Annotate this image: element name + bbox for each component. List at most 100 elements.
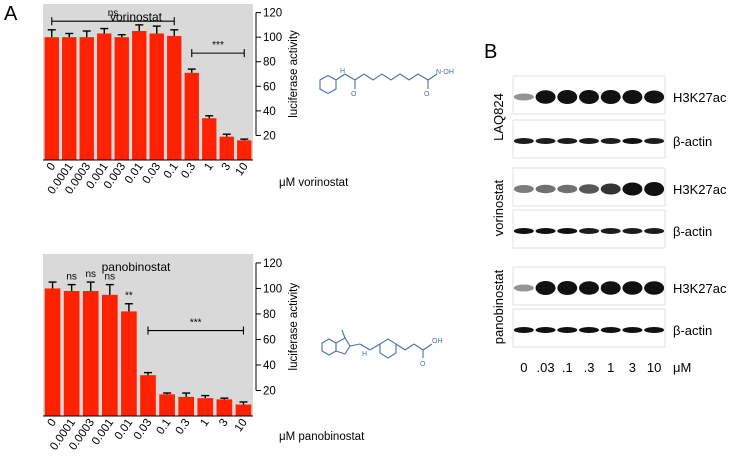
blot-band <box>644 182 665 196</box>
blot-row-label: β-actin <box>673 134 712 149</box>
bar <box>178 396 195 416</box>
blot-band <box>644 228 665 234</box>
blot-band <box>622 138 643 144</box>
x-axis-label: μM vorinostat <box>279 177 349 189</box>
y-tick-label: 20 <box>263 130 276 142</box>
significance-label: ** <box>125 291 133 302</box>
blot-band <box>557 138 578 144</box>
x-tick-label: 0.1 <box>162 161 181 181</box>
y-tick-label: 100 <box>263 283 282 295</box>
blot-band <box>600 327 621 333</box>
bar <box>62 37 77 160</box>
blot-band <box>535 90 556 104</box>
blot-band <box>622 281 643 295</box>
blot-lane-label: .3 <box>584 360 595 375</box>
panobinostat-o-label: O <box>420 361 426 368</box>
blot-band <box>557 281 578 295</box>
bar <box>132 31 147 161</box>
panobinostat-structure <box>321 329 433 359</box>
y-tick-label: 60 <box>263 334 276 346</box>
bar <box>44 288 61 416</box>
blot-band <box>557 184 578 194</box>
blot-band <box>579 281 599 295</box>
x-tick-label: 0.1 <box>155 417 174 437</box>
x-tick-label: 3 <box>217 417 231 429</box>
y-tick-label: 80 <box>263 309 276 321</box>
y-tick-label: 40 <box>263 106 276 118</box>
chart-title: panobinostat <box>102 260 171 274</box>
x-tick-label: 0 <box>45 161 59 173</box>
blot-row-label: β-actin <box>673 323 712 338</box>
y-axis-label: luciferase activity <box>288 283 300 371</box>
blot-band <box>535 184 556 194</box>
blot-row-label: β-actin <box>673 224 712 239</box>
x-tick-label: 0.01 <box>113 417 136 442</box>
blot-lane-label: 0 <box>520 360 527 375</box>
blot-lane-label: .1 <box>562 360 573 375</box>
x-tick-label: 3 <box>220 161 234 173</box>
blot-band <box>513 228 534 234</box>
y-tick-label: 60 <box>263 81 276 93</box>
blot-group-label: LAQ824 <box>491 93 506 141</box>
blot-lane-label: 3 <box>629 360 636 375</box>
vorinostat-hydroxamate-label: N-OH <box>436 69 454 76</box>
blot-band <box>579 184 599 194</box>
bar <box>101 294 118 416</box>
blot-band <box>600 138 621 144</box>
bar <box>114 37 129 160</box>
blot-band <box>535 228 556 234</box>
plot-background <box>43 4 253 160</box>
bar <box>184 72 199 160</box>
blot-band <box>557 228 578 234</box>
blot-band <box>644 138 665 144</box>
western-blot-panel: H3K27ac β-actin LAQ824 H3K27ac β-actin vorino… <box>491 75 727 375</box>
bar <box>219 136 234 160</box>
blot-band <box>535 138 556 144</box>
bar <box>140 375 156 416</box>
x-tick-label: 0.3 <box>174 417 193 437</box>
blot-band <box>600 183 621 195</box>
blot-band <box>557 327 578 333</box>
y-axis-label: luciferase activity <box>288 30 300 118</box>
blot-band <box>644 90 665 104</box>
bar <box>216 399 233 416</box>
bar <box>159 394 175 416</box>
blot-band <box>644 281 665 295</box>
blot-group-label: panobinostat <box>491 269 506 344</box>
bar <box>63 290 80 416</box>
blot-band <box>513 185 534 193</box>
blot-band <box>579 138 599 144</box>
panel-label-b: B <box>484 41 497 63</box>
vorinostat-o2-label: O <box>424 91 430 98</box>
blot-band <box>535 281 556 295</box>
blot-lane-label: 10 <box>647 360 661 375</box>
blot-band <box>600 281 621 295</box>
x-tick-label: 0.03 <box>132 417 155 442</box>
x-axis-label: μM panobinostat <box>279 431 365 443</box>
y-tick-label: 120 <box>263 8 282 20</box>
panobinostat-nh-label: H <box>362 351 367 358</box>
blot-lane-label: .03 <box>537 360 555 375</box>
panel-label-a: A <box>4 3 18 25</box>
bar <box>44 37 59 160</box>
x-tick-label: 0 <box>45 417 59 429</box>
y-tick-label: 40 <box>263 360 276 372</box>
vorinostat-structure <box>319 73 438 95</box>
x-tick-label: 0.03 <box>141 161 164 186</box>
blot-band <box>600 90 621 104</box>
significance-label: *** <box>190 318 202 329</box>
blot-unit-label: μM <box>673 360 691 375</box>
significance-label: ns <box>108 8 119 19</box>
chart-title: vorinostat <box>110 10 163 24</box>
blot-band <box>622 327 643 333</box>
blot-row-label: H3K27ac <box>673 281 727 296</box>
x-tick-label: 0.3 <box>179 161 198 181</box>
bar <box>79 37 94 160</box>
bar <box>97 33 112 160</box>
bar <box>167 35 182 160</box>
x-tick-label: 0.01 <box>123 161 146 186</box>
bar <box>235 404 252 416</box>
blot-band <box>622 182 643 196</box>
